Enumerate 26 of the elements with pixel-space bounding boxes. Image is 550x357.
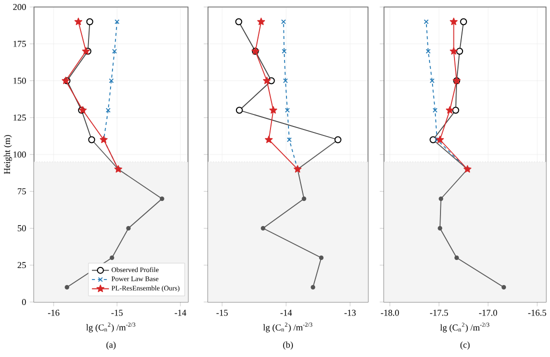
y-tick-label: 50: [18, 225, 26, 232]
y-tick-label: 25: [18, 262, 26, 268]
x-axis-title: lg (C$_{n}$$^{2}$) /m$^{-2/3}$: [440, 322, 490, 332]
x-tick-label: -15: [216, 310, 228, 316]
x-tick-label: -16: [48, 310, 60, 316]
y-tick-label: 200: [13, 4, 26, 10]
x-tick-label: -17.5: [430, 310, 448, 316]
y-tick-label: 100: [14, 151, 26, 158]
x-tick-label: -14: [280, 310, 292, 316]
x-tick-label: -13: [344, 310, 356, 316]
x-axis-title: lg (C$_{n}$$^{2}$) /m$^{-2/3}$: [263, 322, 312, 332]
x-tick-label: -17.0: [479, 310, 498, 316]
text: (b): [283, 342, 293, 350]
x-tick-label: -14: [174, 310, 186, 316]
y-tick-label: 75: [18, 188, 26, 194]
y-axis-title: Height (m): [4, 135, 12, 174]
y-tick-label: 0: [22, 298, 26, 306]
x-axis-title: lg (C$_{n}$$^{2}$) /m$^{-2/3}$: [86, 322, 136, 332]
x-tick-label: -15: [111, 310, 123, 316]
x-tick-label: -16.5: [528, 310, 546, 316]
y-tick-label: 150: [14, 78, 26, 84]
text: (c): [460, 342, 470, 350]
y-tick-label: 125: [14, 114, 26, 121]
x-tick-label: -18.0: [380, 310, 399, 316]
text: (a): [106, 342, 116, 350]
y-tick-label: 175: [14, 40, 26, 47]
